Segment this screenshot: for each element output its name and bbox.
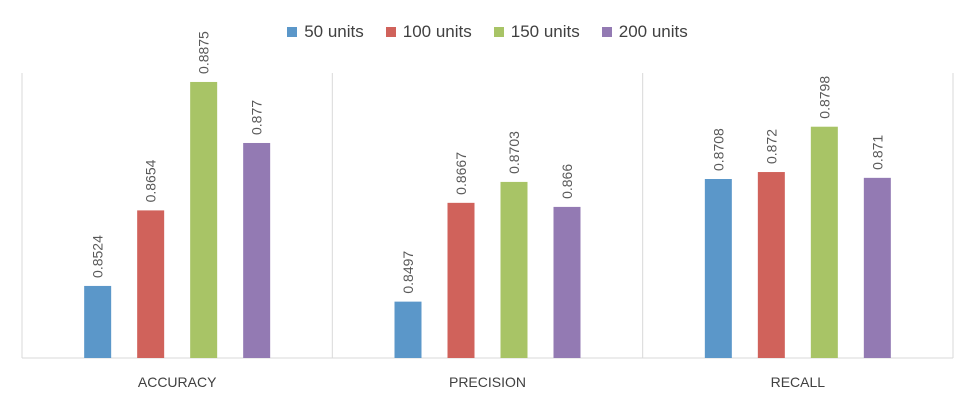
legend-label: 100 units: [402, 22, 472, 41]
bar: [553, 206, 581, 358]
data-label: 0.8497: [400, 251, 416, 294]
legend-label: 150 units: [510, 22, 580, 41]
legend-item: 100 units: [385, 22, 472, 42]
bar: [810, 126, 838, 358]
data-label: 0.8654: [143, 159, 159, 202]
bar: [863, 177, 891, 358]
bar: [84, 285, 112, 358]
legend-label: 200 units: [618, 22, 688, 41]
legend-item: 200 units: [601, 22, 688, 42]
data-label: 0.8703: [506, 131, 522, 174]
bar: [447, 202, 475, 358]
bar: [500, 181, 528, 358]
data-label: 0.866: [559, 164, 575, 199]
bar: [704, 179, 732, 358]
bar: [137, 210, 165, 358]
data-label: 0.871: [869, 135, 885, 170]
category-label: PRECISION: [449, 374, 526, 390]
bar: [243, 142, 271, 358]
legend-item: 50 units: [287, 22, 364, 42]
data-label: 0.8875: [196, 31, 212, 74]
category-label: RECALL: [771, 374, 826, 390]
bar: [190, 81, 218, 358]
legend-swatch: [385, 27, 396, 37]
legend-label: 50 units: [304, 22, 364, 41]
bar: [757, 172, 785, 358]
data-label: 0.872: [763, 129, 779, 164]
legend-swatch: [601, 27, 612, 37]
data-label: 0.877: [249, 100, 265, 135]
category-label: ACCURACY: [138, 374, 217, 390]
data-label: 0.8667: [453, 152, 469, 195]
data-label: 0.8524: [90, 235, 106, 278]
legend-swatch: [493, 27, 504, 37]
legend-item: 150 units: [493, 22, 580, 42]
data-label: 0.8708: [710, 128, 726, 171]
bar: [394, 301, 422, 358]
legend-swatch: [287, 27, 298, 37]
data-label: 0.8798: [816, 76, 832, 119]
legend: 50 units 100 units 150 units 200 units: [0, 22, 975, 42]
